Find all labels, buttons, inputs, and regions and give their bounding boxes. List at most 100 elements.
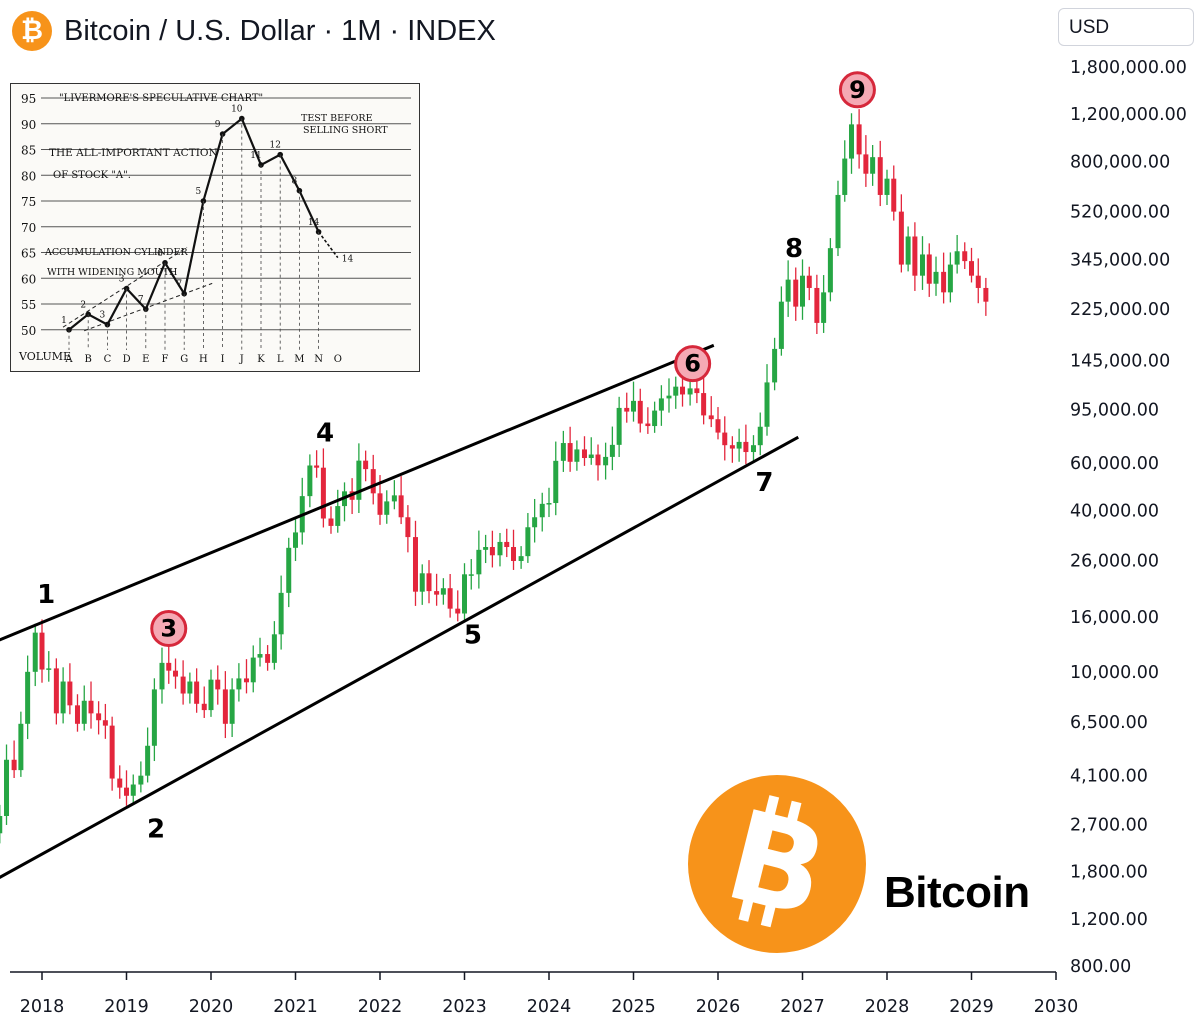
candle xyxy=(736,441,742,449)
time-axis: 2018 2019 2020 2021 2022 2023 2024 2025 2026 2027… xyxy=(10,971,1079,1017)
candle xyxy=(102,720,108,726)
candle xyxy=(293,532,298,548)
livermore-x-label: G xyxy=(180,354,188,365)
candle xyxy=(827,248,833,293)
candle xyxy=(447,588,453,609)
candle xyxy=(666,395,672,399)
livermore-point-label: 7 xyxy=(176,280,182,290)
livermore-point-label: 3 xyxy=(119,275,125,285)
candle xyxy=(187,681,193,694)
trend-channel xyxy=(0,343,799,879)
price-tick-label: 6,500.00 xyxy=(1070,713,1148,733)
candle xyxy=(567,443,573,462)
wave-label: 1 xyxy=(37,580,55,610)
wave-label: 9 xyxy=(849,76,866,104)
livermore-x-label: C xyxy=(104,354,112,365)
candle xyxy=(757,426,763,446)
livermore-level-label: 60 xyxy=(21,272,36,286)
candle xyxy=(919,254,925,276)
candle xyxy=(772,348,778,383)
candle xyxy=(151,689,157,746)
candle xyxy=(60,681,66,714)
livermore-x-label: D xyxy=(123,354,131,365)
time-tick-label: 2028 xyxy=(865,997,910,1017)
livermore-level-label: 80 xyxy=(21,169,36,183)
candle xyxy=(222,689,228,724)
candle xyxy=(236,678,242,690)
candle xyxy=(497,541,503,556)
candle xyxy=(117,778,123,788)
livermore-x-label: H xyxy=(199,354,208,365)
livermore-x-label: K xyxy=(257,354,265,365)
candle xyxy=(419,573,425,592)
candle xyxy=(764,382,770,427)
livermore-price-path xyxy=(68,116,320,331)
price-tick-label: 800.00 xyxy=(1070,957,1131,977)
candle xyxy=(687,388,693,395)
livermore-note: TEST BEFORE xyxy=(301,113,373,124)
candle xyxy=(785,279,791,302)
candle xyxy=(616,407,622,445)
price-tick-label: 60,000.00 xyxy=(1070,454,1159,474)
candle xyxy=(201,703,207,711)
time-tick-label: 2020 xyxy=(189,997,234,1017)
candle xyxy=(891,178,897,212)
candle xyxy=(476,549,482,575)
candle xyxy=(722,432,728,446)
price-tick-label: 1,200,000.00 xyxy=(1070,105,1187,125)
time-tick-label: 2025 xyxy=(611,997,656,1017)
wave-label: 6 xyxy=(684,350,701,378)
candle xyxy=(314,465,320,468)
candle xyxy=(39,632,45,670)
livermore-point-label: 5 xyxy=(196,187,202,197)
price-tick-label: 95,000.00 xyxy=(1070,401,1159,421)
candle xyxy=(96,713,102,721)
candle xyxy=(32,632,38,672)
candle xyxy=(18,723,24,771)
candle xyxy=(173,670,179,677)
livermore-note: SELLING SHORT xyxy=(303,125,388,136)
price-tick-label: 16,000.00 xyxy=(1070,608,1159,628)
candle xyxy=(603,456,609,466)
candle xyxy=(595,454,601,466)
candle xyxy=(74,705,80,724)
livermore-point-label: 9 xyxy=(215,120,221,130)
candle xyxy=(898,211,904,265)
candle xyxy=(398,495,404,518)
time-tick-label: 2023 xyxy=(442,997,487,1017)
bitcoin-icon: B xyxy=(686,773,868,955)
candle xyxy=(138,775,144,785)
livermore-x-label: F xyxy=(162,354,169,365)
livermore-point-label: 14 xyxy=(342,255,354,265)
livermore-point-label: 14 xyxy=(308,218,320,228)
price-tick-label: 520,000.00 xyxy=(1070,203,1170,223)
candle xyxy=(806,275,812,288)
livermore-point-label: 10 xyxy=(231,105,243,115)
wave-label: 7 xyxy=(755,468,773,498)
candle xyxy=(320,467,326,519)
candle xyxy=(941,271,947,293)
price-tick-label: 2,700.00 xyxy=(1070,815,1148,835)
time-tick-label: 2024 xyxy=(527,997,572,1017)
candle xyxy=(715,419,721,433)
currency-selector[interactable]: USD xyxy=(1058,8,1194,46)
candle xyxy=(637,400,643,424)
livermore-point-label: 12 xyxy=(269,141,280,151)
candle xyxy=(88,700,94,714)
livermore-note: ACCUMULATION CYLINDER xyxy=(44,247,188,258)
candle xyxy=(307,465,313,497)
candle xyxy=(701,393,707,416)
candle xyxy=(645,423,651,427)
time-tick-label: 2029 xyxy=(949,997,994,1017)
candle xyxy=(180,676,186,694)
time-tick-label: 2021 xyxy=(273,997,318,1017)
candle xyxy=(546,503,552,505)
candle xyxy=(933,271,939,284)
wave-marker-circle xyxy=(674,345,712,383)
price-tick-label: 1,800,000.00 xyxy=(1070,58,1187,78)
time-tick-label: 2030 xyxy=(1034,997,1079,1017)
livermore-point xyxy=(85,311,91,318)
candle xyxy=(905,236,911,265)
candle xyxy=(842,158,848,195)
candle xyxy=(835,194,841,249)
